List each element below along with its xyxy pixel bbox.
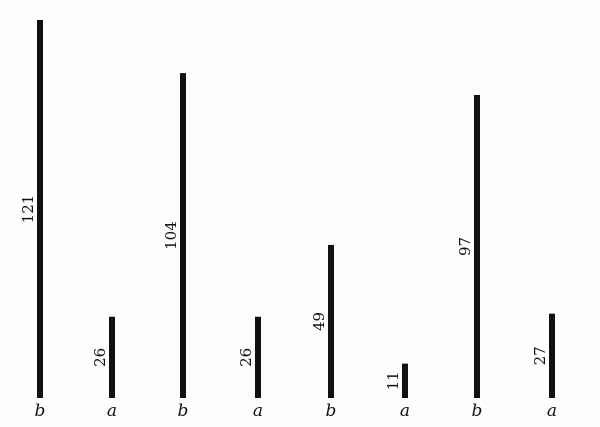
bar-4 xyxy=(328,244,334,398)
data-label: 26 xyxy=(237,348,255,367)
bar-0 xyxy=(37,20,43,398)
category-label: b xyxy=(472,401,483,421)
bar-1 xyxy=(109,316,115,398)
category-label: a xyxy=(253,401,263,421)
category-label: b xyxy=(326,401,337,421)
data-label: 97 xyxy=(456,237,474,256)
bar-7 xyxy=(549,313,555,398)
data-label: 11 xyxy=(384,371,402,390)
bar-5 xyxy=(402,363,408,398)
category-label: b xyxy=(178,401,189,421)
data-label: 104 xyxy=(162,221,180,250)
category-label: a xyxy=(107,401,117,421)
data-label: 49 xyxy=(310,312,328,331)
category-label: a xyxy=(400,401,410,421)
data-label: 26 xyxy=(91,348,109,367)
data-label: 121 xyxy=(19,195,37,224)
category-label: b xyxy=(35,401,46,421)
bar-2 xyxy=(180,73,186,399)
data-label: 27 xyxy=(531,346,549,365)
category-label: a xyxy=(547,401,557,421)
bar-3 xyxy=(255,316,261,398)
bar-6 xyxy=(474,94,480,398)
